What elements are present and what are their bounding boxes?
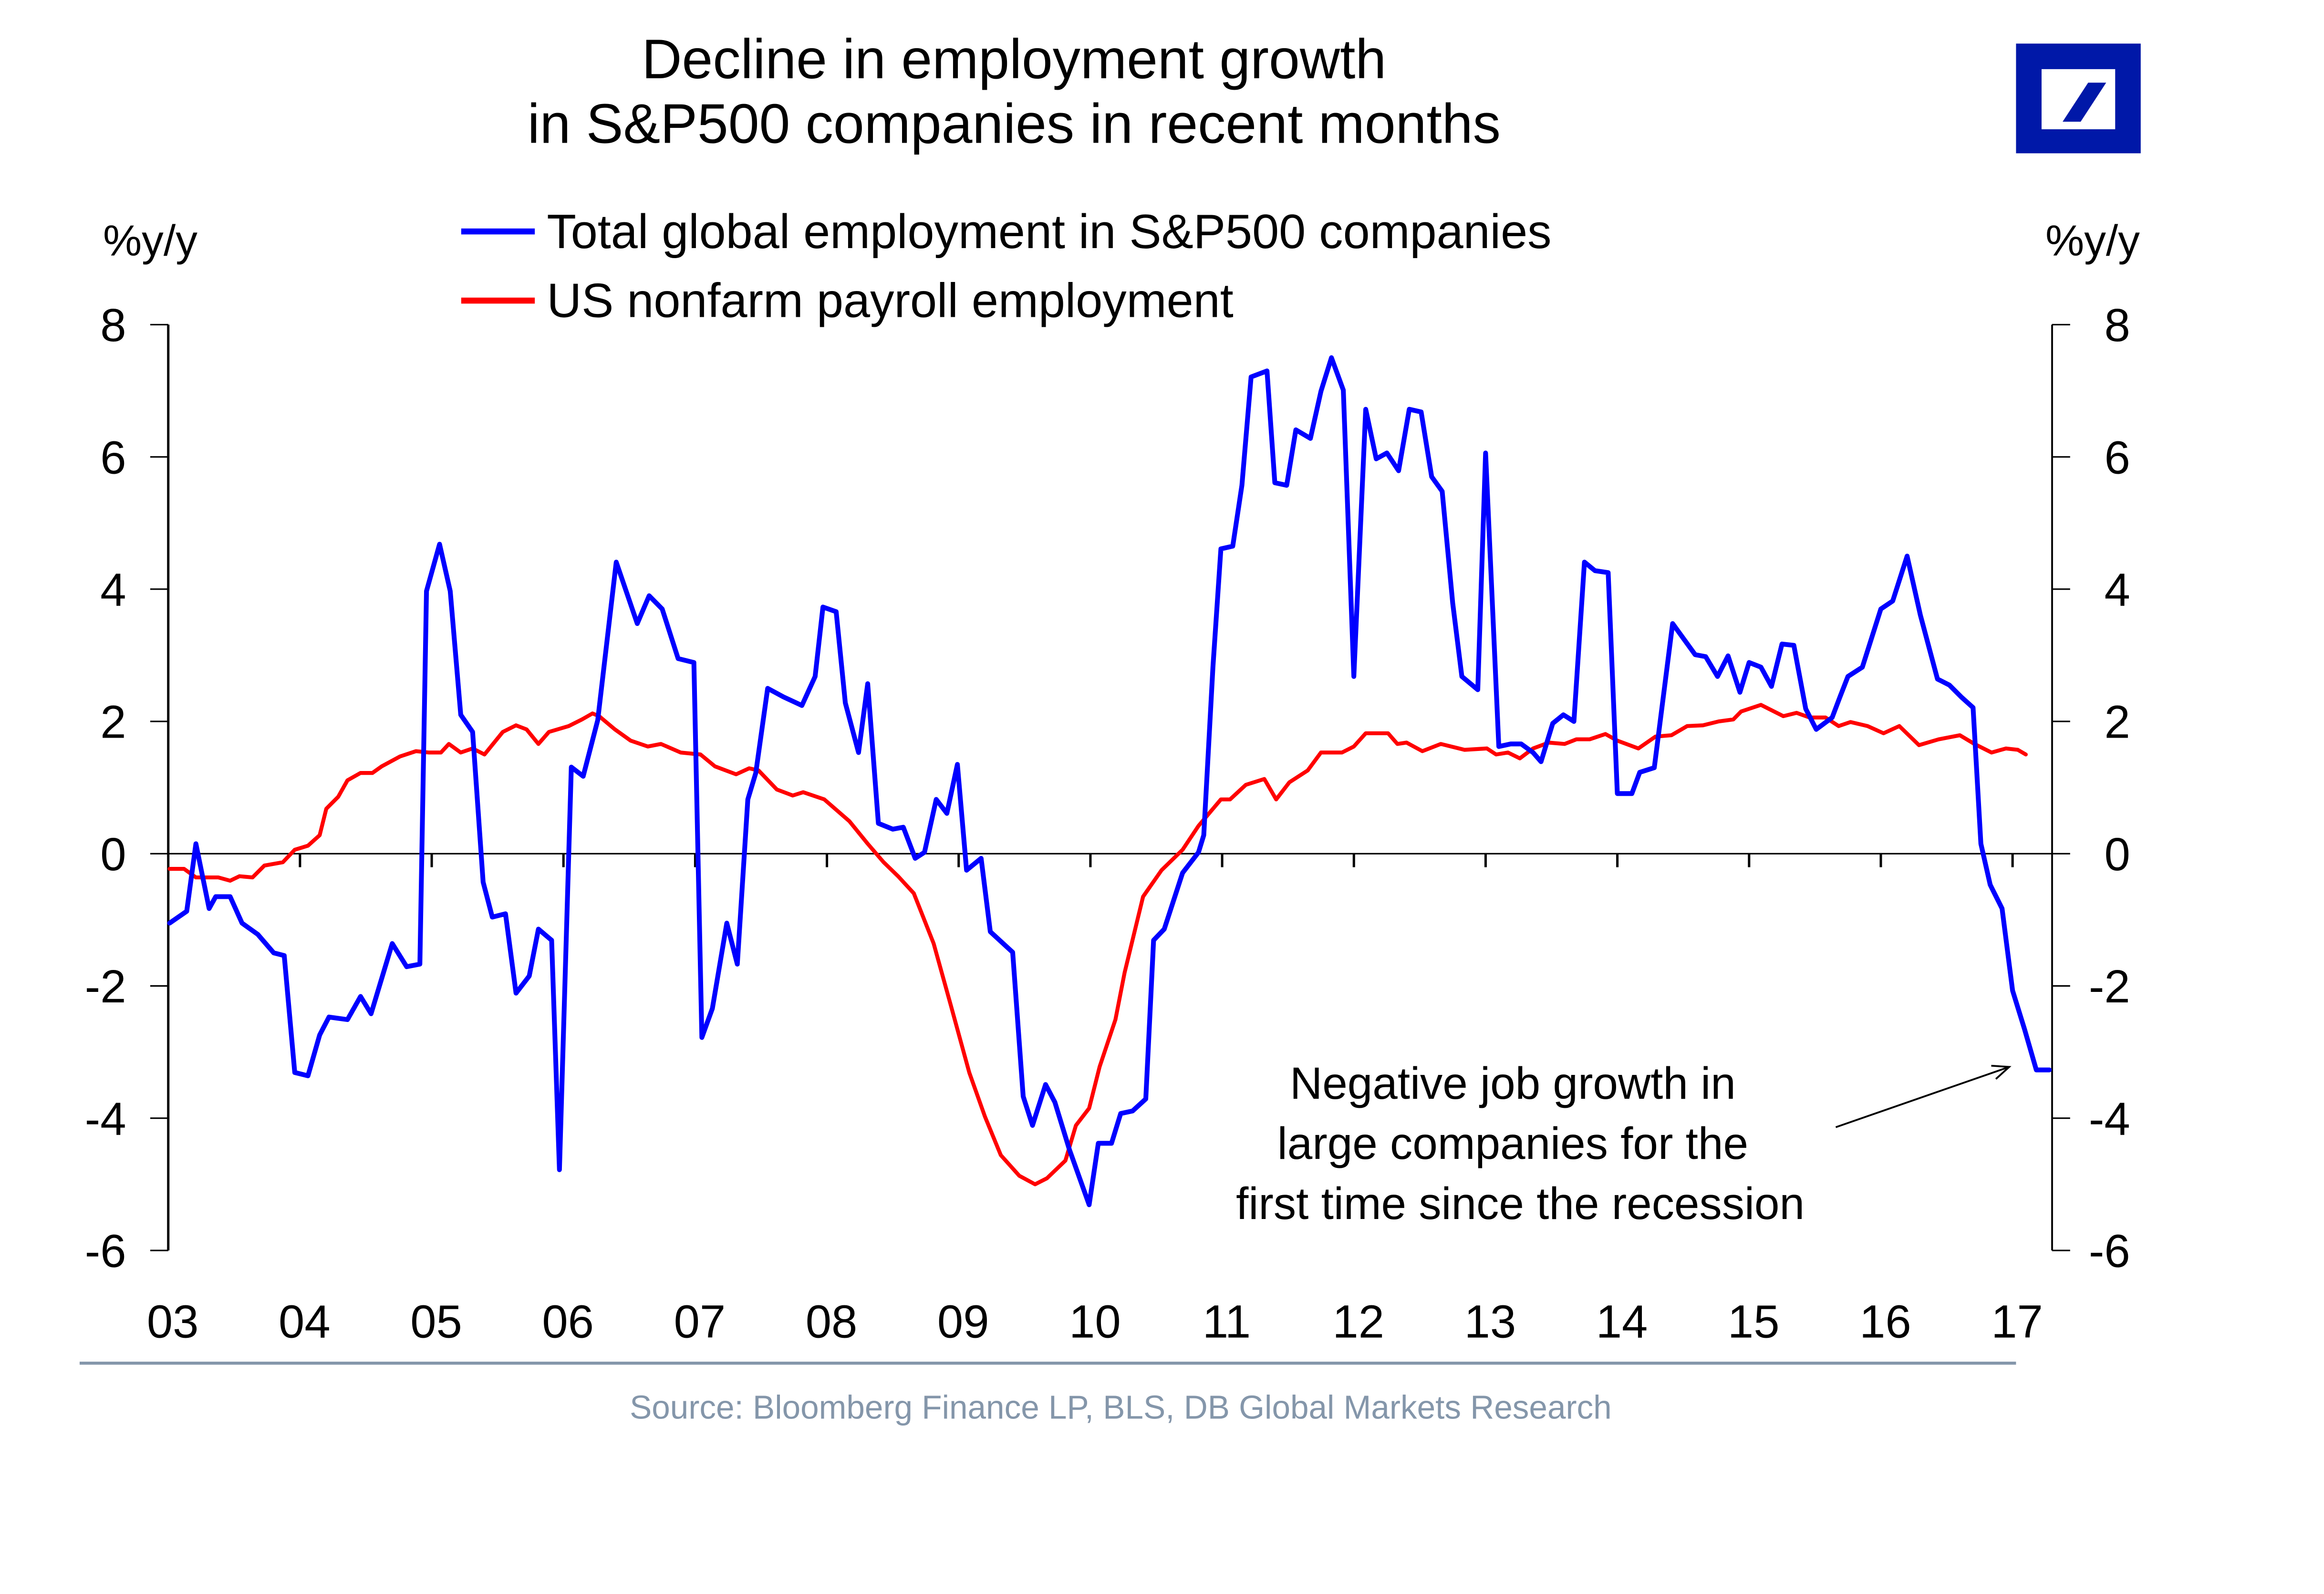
x-tick-label: 13 — [1464, 1296, 1516, 1348]
annotation-line-1: Negative job growth in — [1290, 1058, 1736, 1109]
y-axis-left-unit: %y/y — [103, 217, 197, 265]
x-tick-label: 10 — [1069, 1296, 1121, 1348]
legend-label-sp500: Total global employment in S&P500 compan… — [547, 205, 1551, 259]
x-tick-label: 04 — [279, 1296, 331, 1348]
y-tick-label-left: 4 — [100, 563, 126, 615]
y-tick-label-right: -6 — [2089, 1225, 2130, 1277]
y-tick-label-left: 8 — [100, 299, 126, 351]
y-tick-label-left: -4 — [85, 1093, 126, 1145]
y-tick-label-right: 6 — [2104, 431, 2130, 483]
y-tick-label-left: 6 — [100, 431, 126, 483]
y-axis-right-unit: %y/y — [2045, 217, 2140, 265]
y-tick-label-right: 2 — [2104, 696, 2130, 748]
x-tick-label: 08 — [806, 1296, 858, 1348]
chart-title-line-2: in S&P500 companies in recent months — [528, 92, 1501, 155]
series-line-sp500-employment — [167, 355, 2052, 1208]
y-tick-label-left: 0 — [100, 828, 126, 880]
y-tick-label-left: -6 — [85, 1225, 126, 1277]
annotation: Negative job growth in large companies f… — [1236, 1058, 2012, 1229]
x-tick-label: 09 — [937, 1296, 989, 1348]
series-line-us-nonfarm-payroll — [167, 703, 2028, 1187]
y-tick-label-left: 2 — [100, 696, 126, 748]
annotation-line-3: first time since the recession — [1236, 1178, 1805, 1229]
annotation-arrow — [1835, 1064, 2012, 1128]
x-tick-label: 16 — [1859, 1296, 1911, 1348]
legend: Total global employment in S&P500 compan… — [461, 205, 1552, 328]
series-lines — [167, 355, 2052, 1208]
x-tick-label: 06 — [542, 1296, 594, 1348]
x-tick-label: 05 — [410, 1296, 462, 1348]
x-tick-label: 03 — [147, 1296, 199, 1348]
axes: 8 8 6 6 4 4 2 2 0 0 -2 -2 -4 -4 -6 -6 03 04 05 06 07 08 09 10 11… — [85, 299, 2130, 1348]
y-tick-label-right: -4 — [2089, 1093, 2130, 1145]
y-tick-label-right: 8 — [2104, 299, 2130, 351]
y-tick-label-right: 0 — [2104, 828, 2130, 880]
source-note: Source: Bloomberg Finance LP, BLS, DB Gl… — [630, 1389, 1612, 1426]
annotation-line-2: large companies for the — [1277, 1118, 1748, 1169]
deutsche-bank-logo-icon — [2016, 43, 2141, 154]
x-tick-label: 11 — [1203, 1296, 1251, 1348]
x-tick-label: 15 — [1728, 1296, 1780, 1348]
y-tick-label-left: -2 — [85, 960, 126, 1012]
x-tick-label: 12 — [1332, 1296, 1384, 1348]
chart-title-line-1: Decline in employment growth — [642, 28, 1386, 90]
annotation-arrow-head — [1991, 1064, 2012, 1080]
x-tick-label: 07 — [674, 1296, 726, 1348]
y-tick-label-right: 4 — [2104, 563, 2130, 615]
x-tick-label: 17 — [1991, 1296, 2043, 1348]
x-tick-label: 14 — [1596, 1296, 1648, 1348]
legend-label-nonfarm: US nonfarm payroll employment — [547, 274, 1233, 328]
y-tick-label-right: -2 — [2089, 960, 2130, 1012]
annotation-arrow-shaft — [1835, 1066, 2010, 1128]
